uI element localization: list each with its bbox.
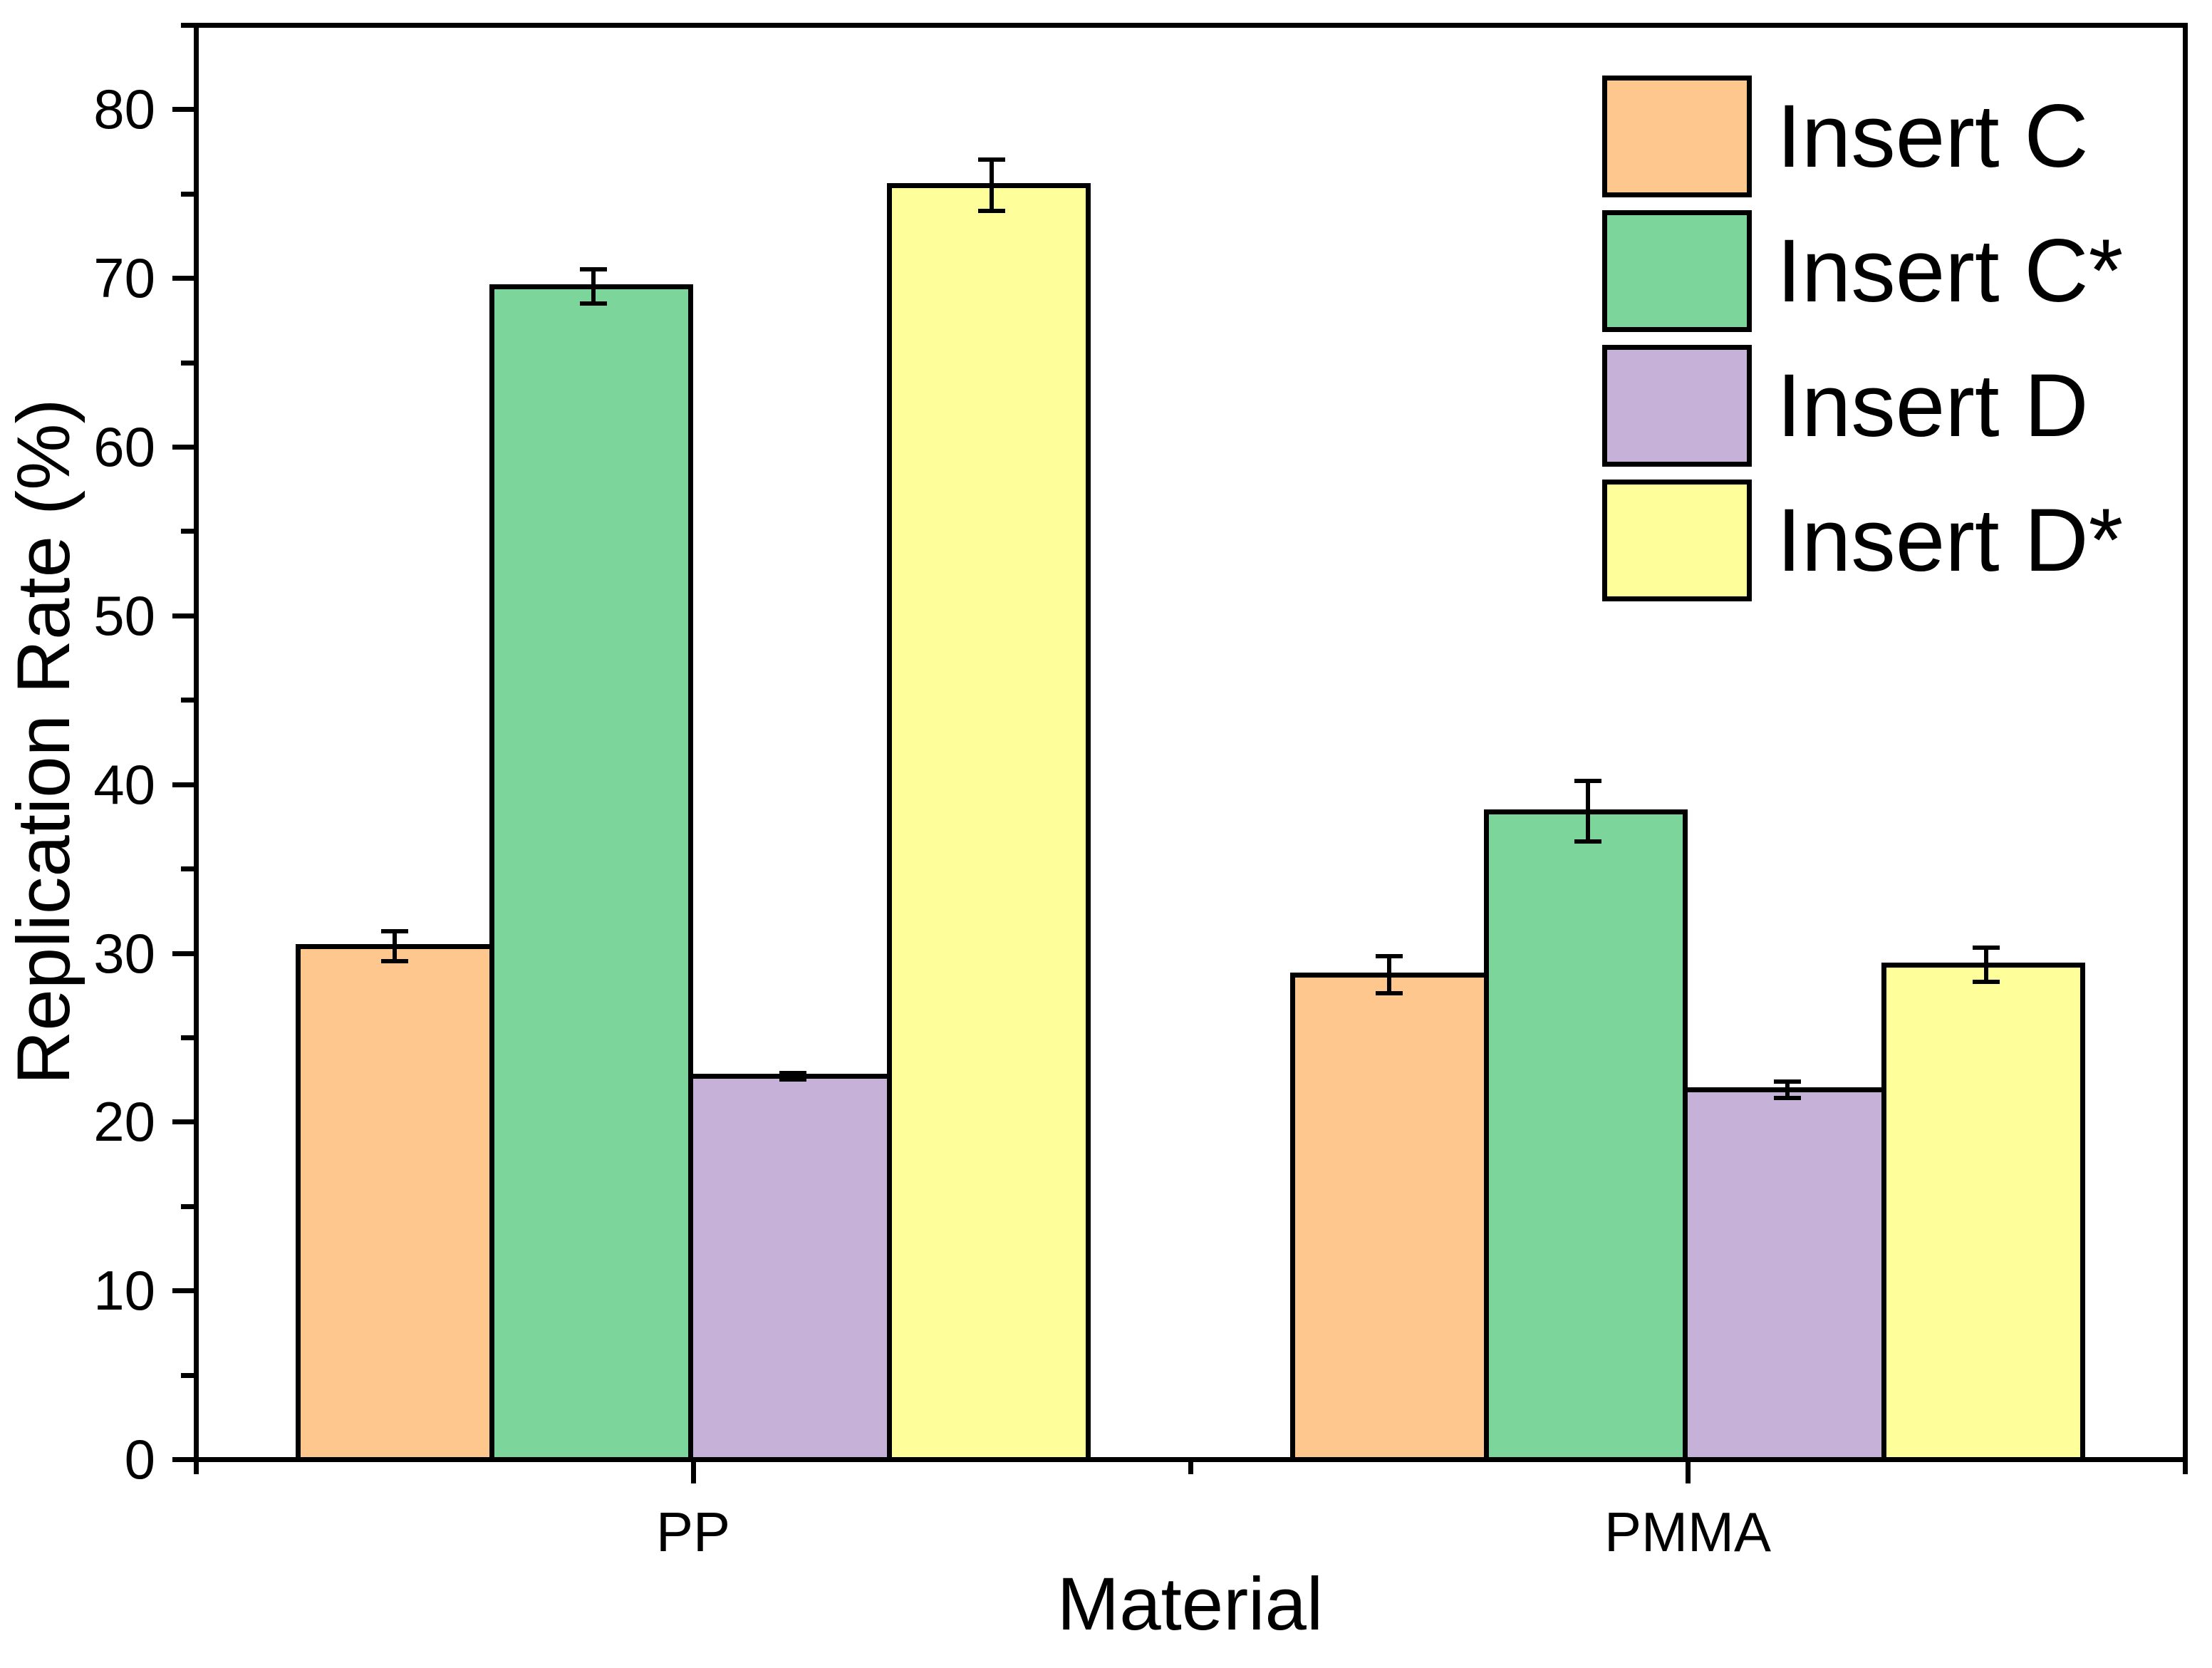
x-boundary-tick (194, 1461, 199, 1474)
bar-pp-insert-cstar (489, 284, 693, 1457)
x-boundary-tick (1188, 1461, 1193, 1474)
y-minor-tick (181, 191, 194, 197)
y-minor-tick (181, 698, 194, 703)
y-minor-tick (181, 866, 194, 872)
y-tick-label: 20 (93, 1090, 155, 1154)
x-boundary-tick (2183, 1461, 2188, 1474)
y-tick-label: 0 (124, 1428, 155, 1491)
legend-label-insert-d: Insert D (1777, 356, 2089, 455)
y-minor-tick (181, 1372, 194, 1378)
legend-swatch-insert-d (1602, 345, 1752, 467)
y-major-tick (172, 782, 194, 787)
error-bar-cap-top (1773, 1079, 1801, 1084)
y-minor-tick (181, 1035, 194, 1040)
error-bar-cap-bottom (1376, 991, 1403, 996)
bar-pmma-insert-cstar (1483, 809, 1688, 1457)
bar-pmma-insert-c (1289, 973, 1489, 1457)
error-bar-pmma-insert-cstar (1586, 780, 1591, 842)
error-bar-cap-bottom (1972, 979, 2000, 984)
y-tick-label: 30 (93, 921, 155, 985)
bar-pmma-insert-d (1683, 1087, 1887, 1457)
bar-pp-insert-c (295, 944, 494, 1457)
error-bar-pp-insert-d (790, 1072, 795, 1080)
error-bar-pmma-insert-d (1785, 1081, 1790, 1099)
y-tick-label: 60 (93, 415, 155, 479)
legend-label-insert-c: Insert C (1777, 87, 2089, 186)
error-bar-cap-bottom (381, 959, 409, 964)
error-bar-cap-top (779, 1070, 806, 1075)
y-tick-label: 40 (93, 752, 155, 816)
legend-swatch-insert-c (1602, 76, 1752, 197)
legend-swatch-insert-dstar (1602, 480, 1752, 601)
error-bar-cap-top (1376, 954, 1403, 959)
bar-pp-insert-d (688, 1074, 893, 1457)
error-bar-cap-top (1574, 778, 1602, 783)
legend-swatch-insert-cstar (1602, 210, 1752, 332)
x-axis-title: Material (1056, 1563, 1324, 1646)
y-major-tick (172, 950, 194, 956)
error-bar-pp-insert-dstar (989, 160, 994, 211)
y-minor-tick (181, 529, 194, 534)
y-tick-label: 10 (93, 1259, 155, 1322)
bar-pp-insert-dstar (887, 182, 1091, 1457)
y-minor-tick (181, 1203, 194, 1209)
error-bar-cap-top (381, 928, 409, 933)
error-bar-cap-top (1972, 946, 2000, 950)
y-tick-label: 80 (93, 78, 155, 141)
y-major-tick (172, 107, 194, 113)
y-major-tick (172, 1457, 194, 1462)
error-bar-cap-bottom (580, 301, 608, 306)
y-minor-tick (181, 23, 194, 28)
error-bar-cap-bottom (1773, 1096, 1801, 1101)
y-major-tick (172, 1119, 194, 1125)
y-major-tick (172, 1288, 194, 1294)
legend-label-insert-dstar: Insert D* (1777, 491, 2124, 590)
x-major-tick (691, 1461, 696, 1483)
error-bar-pp-insert-c (393, 931, 398, 962)
x-tick-label-pp: PP (655, 1501, 731, 1563)
error-bar-cap-bottom (779, 1077, 806, 1082)
error-bar-pmma-insert-c (1387, 956, 1392, 994)
y-minor-tick (181, 360, 194, 366)
y-major-tick (172, 276, 194, 281)
error-bar-cap-bottom (977, 208, 1005, 213)
error-bar-cap-bottom (1574, 839, 1602, 844)
error-bar-pp-insert-cstar (591, 269, 596, 304)
legend-label-insert-cstar: Insert C* (1777, 222, 2124, 321)
error-bar-pmma-insert-dstar (1983, 948, 1988, 982)
error-bar-cap-top (977, 157, 1005, 162)
y-major-tick (172, 613, 194, 618)
y-tick-label: 70 (93, 247, 155, 310)
x-major-tick (1686, 1461, 1691, 1483)
y-major-tick (172, 445, 194, 450)
bar-pmma-insert-dstar (1881, 963, 2086, 1457)
y-tick-label: 50 (93, 584, 155, 647)
x-tick-label-pmma: PMMA (1604, 1501, 1771, 1563)
error-bar-cap-top (580, 267, 608, 272)
